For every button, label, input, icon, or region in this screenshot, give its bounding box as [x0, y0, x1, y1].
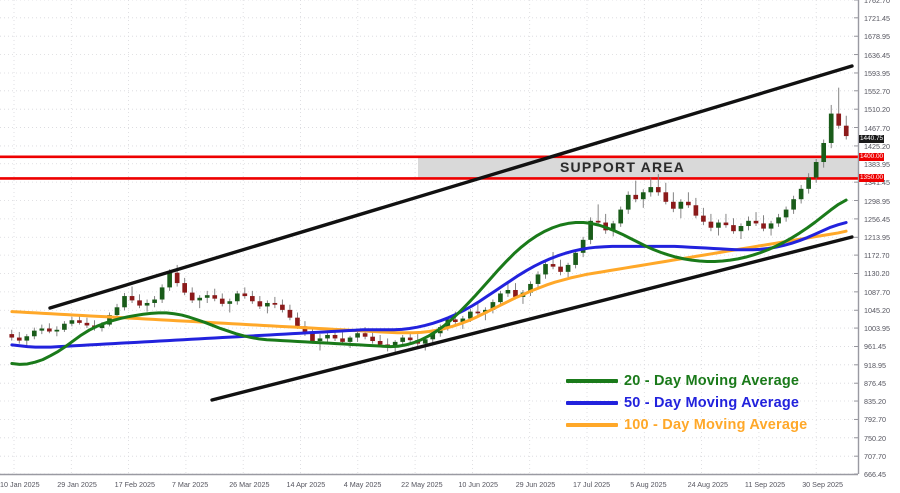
- y-axis-tick: 1172.70: [864, 251, 890, 261]
- legend-item-ma20[interactable]: 20 - Day Moving Average: [566, 370, 858, 392]
- y-axis-tick: 876.45: [864, 379, 886, 389]
- ma-20-line: [10, 198, 848, 366]
- support-resistance-lines: [0, 155, 858, 180]
- y-axis-tick: 1213.95: [864, 233, 890, 243]
- x-axis-tick: 29 Jun 2025: [515, 480, 556, 489]
- y-axis-labels: 1762.70 1721.45 1678.95 1636.45 1593.95 1552.…: [858, 0, 900, 493]
- x-axis-tick: 17 Feb 2025: [114, 480, 155, 489]
- y-axis-tick: 1383.95: [864, 159, 890, 169]
- x-axis-tick: 5 Aug 2025: [630, 480, 667, 489]
- x-axis-tick: 7 Mar 2025: [171, 480, 209, 489]
- x-axis-tick: 30 Sep 2025: [802, 480, 843, 489]
- legend-label-ma50: 50 - Day Moving Average: [624, 395, 800, 411]
- y-axis-tick: 666.45: [864, 470, 886, 479]
- y-axis-tick: 1087.70: [864, 287, 890, 297]
- y-axis-tick: 1721.45: [864, 13, 890, 23]
- x-axis-tick: 17 Jul 2025: [573, 480, 611, 489]
- legend-swatch-ma100: [566, 423, 618, 427]
- y-axis-tick: 918.95: [864, 360, 886, 370]
- y-axis-tick: 835.20: [864, 397, 886, 407]
- y-axis-tick: 1256.45: [864, 214, 890, 224]
- x-axis-tick: 26 Mar 2025: [229, 480, 270, 489]
- x-axis-tick: 14 Apr 2025: [286, 480, 326, 489]
- x-axis-tick: 10 Jun 2025: [458, 480, 498, 489]
- ma-100-line: [10, 229, 848, 335]
- legend-swatch-ma50: [566, 401, 618, 405]
- y-axis-tick: 1678.95: [864, 32, 890, 42]
- y-axis-tick: 1298.95: [864, 196, 890, 206]
- y-axis-tick: 1130.20: [864, 269, 890, 279]
- y-axis-tick: 1425.20: [864, 141, 890, 151]
- y-axis-tick: 1762.70: [864, 0, 890, 5]
- ma-50-line: [10, 221, 848, 349]
- y-axis-tick: 1467.70: [864, 123, 890, 133]
- legend-item-ma100[interactable]: 100 - Day Moving Average: [566, 414, 858, 436]
- support-area-label: SUPPORT AREA: [560, 158, 686, 175]
- y-axis-tick: 1510.20: [864, 105, 890, 115]
- support-lower-price-tag: 1350.00: [859, 174, 885, 183]
- y-axis-tick: 961.45: [864, 342, 886, 352]
- trendlines: [48, 64, 854, 402]
- y-axis-tick: 1045.20: [864, 306, 890, 316]
- x-axis-tick: 10 Jan 2025: [0, 480, 40, 489]
- y-axis-tick: 1636.45: [864, 50, 890, 60]
- y-axis-tick: 1003.95: [864, 324, 890, 334]
- last-price-tag: 1440.75: [859, 135, 885, 144]
- x-axis-labels: 10 Jan 2025 29 Jan 2025 17 Feb 2025 7 Mar 2…: [0, 474, 858, 493]
- x-axis-tick: 11 Sep 2025: [744, 480, 786, 489]
- support-upper-price-tag: 1400.00: [859, 152, 885, 161]
- legend-item-ma50[interactable]: 50 - Day Moving Average: [566, 392, 858, 414]
- y-axis-tick: 1593.95: [864, 68, 890, 78]
- legend: 20 - Day Moving Average 50 - Day Moving …: [566, 370, 858, 438]
- y-axis-tick: 1552.70: [864, 86, 890, 96]
- legend-label-ma100: 100 - Day Moving Average: [624, 417, 808, 433]
- x-axis-tick: 29 Jan 2025: [57, 480, 97, 489]
- x-axis-tick: 4 May 2025: [343, 480, 382, 489]
- lower-trendline: [210, 235, 854, 402]
- legend-swatch-ma20: [566, 379, 618, 383]
- x-axis-tick: 24 Aug 2025: [687, 480, 728, 489]
- y-axis-tick: 750.20: [864, 433, 886, 443]
- x-axis-tick: 22 May 2025: [401, 480, 443, 489]
- y-axis-tick: 707.70: [864, 452, 886, 462]
- legend-label-ma20: 20 - Day Moving Average: [624, 373, 800, 389]
- y-axis-tick: 792.70: [864, 415, 886, 425]
- y-axis-tick: 1341.45: [864, 178, 890, 188]
- upper-trendline: [48, 64, 854, 310]
